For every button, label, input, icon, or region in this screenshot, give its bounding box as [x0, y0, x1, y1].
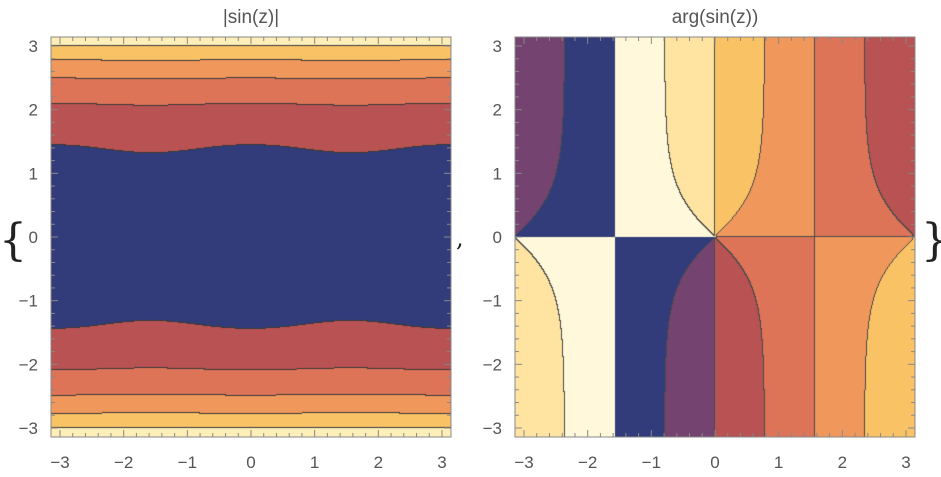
y-tick-label: 2	[493, 101, 502, 120]
x-tick-label: 0	[246, 453, 255, 472]
abs-sin-plot: |sin(z)| −3 −2 −1 0 1 2 3 −3 −2 −1 0 1 2 3	[19, 7, 452, 472]
y-tick-label: 0	[29, 228, 38, 247]
y-tick-label: 3	[29, 37, 38, 56]
y-tick-label: −2	[483, 355, 502, 374]
y-tick-label: −3	[19, 419, 38, 438]
abs-sin-heatmap	[51, 37, 451, 437]
y-tick-label: −1	[19, 292, 38, 311]
x-tick-label: 1	[774, 453, 783, 472]
x-tick-label: −2	[578, 453, 597, 472]
separator-comma: ,	[456, 224, 464, 252]
x-tick-label: 2	[374, 453, 383, 472]
y-tick-label: 3	[493, 37, 502, 56]
x-tick-label: −1	[642, 453, 661, 472]
y-tick-label: −2	[19, 355, 38, 374]
x-tick-label: −3	[50, 453, 69, 472]
arg-sin-plot: arg(sin(z)) −3 −2 −1 0 1 2 3 −3 −2 −1 0 1 2 3	[483, 7, 916, 472]
x-tick-label: 2	[838, 453, 847, 472]
y-tick-label: 1	[493, 164, 502, 183]
tick-marks	[515, 37, 915, 437]
x-tick-label: 1	[310, 453, 319, 472]
x-tick-label: 3	[437, 453, 446, 472]
y-tick-label: −1	[483, 292, 502, 311]
x-tick-label: 3	[901, 453, 910, 472]
tick-labels: −3 −2 −1 0 1 2 3 −3 −2 −1 0 1 2 3	[19, 37, 447, 472]
x-tick-label: 0	[710, 453, 719, 472]
chart-title: arg(sin(z))	[672, 7, 759, 28]
y-tick-label: 1	[29, 164, 38, 183]
x-tick-label: −1	[178, 453, 197, 472]
x-tick-label: −3	[514, 453, 533, 472]
close-brace: }	[921, 215, 941, 266]
x-tick-label: −2	[114, 453, 133, 472]
tick-marks	[51, 37, 451, 437]
y-tick-label: −3	[483, 419, 502, 438]
tick-labels: −3 −2 −1 0 1 2 3 −3 −2 −1 0 1 2 3	[483, 37, 911, 472]
arg-sin-heatmap	[515, 37, 915, 437]
chart-title: |sin(z)|	[223, 7, 279, 28]
y-tick-label: 2	[29, 101, 38, 120]
y-tick-label: 0	[493, 228, 502, 247]
open-brace: {	[0, 215, 27, 266]
